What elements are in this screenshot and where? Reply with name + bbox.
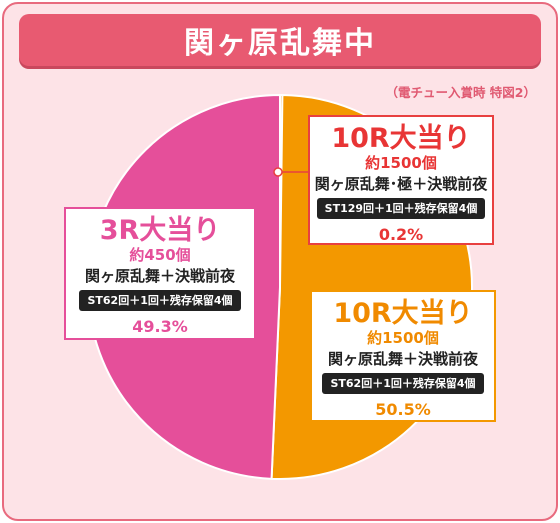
slice-mode: 関ヶ原乱舞＋決戦前夜: [84, 267, 235, 285]
slice-label-10r-kiwami: 10R大当り 約1500個 関ヶ原乱舞･極＋決戦前夜 ST129回＋1回＋残存保…: [308, 115, 494, 245]
slice-count: 約450個: [129, 246, 191, 264]
slice-percent: 0.2%: [378, 225, 424, 244]
slice-percent: 49.3%: [132, 317, 188, 336]
slice-count: 約1500個: [365, 154, 437, 172]
leader-dot: [273, 167, 283, 177]
slice-count: 約1500個: [367, 329, 439, 347]
slice-mode: 関ヶ原乱舞･極＋決戦前夜: [314, 175, 488, 193]
slice-pill: ST62回＋1回＋残存保留4個: [79, 290, 241, 311]
slice-pill: ST129回＋1回＋残存保留4個: [316, 198, 486, 219]
slice-label-3r: 3R大当り 約450個 関ヶ原乱舞＋決戦前夜 ST62回＋1回＋残存保留4個 4…: [64, 207, 256, 340]
slice-mode: 関ヶ原乱舞＋決戦前夜: [327, 350, 478, 368]
slice-head: 10R大当り: [331, 123, 471, 154]
slice-head: 3R大当り: [99, 215, 221, 246]
page-title: 関ヶ原乱舞中: [19, 14, 541, 66]
slice-head: 10R大当り: [333, 298, 473, 329]
slice-pill: ST62回＋1回＋残存保留4個: [322, 373, 484, 394]
slice-label-10r: 10R大当り 約1500個 関ヶ原乱舞＋決戦前夜 ST62回＋1回＋残存保留4個…: [310, 290, 496, 422]
chart-subtitle: （電チュー入賞時 特図2）: [385, 85, 536, 100]
slice-percent: 50.5%: [375, 400, 431, 419]
